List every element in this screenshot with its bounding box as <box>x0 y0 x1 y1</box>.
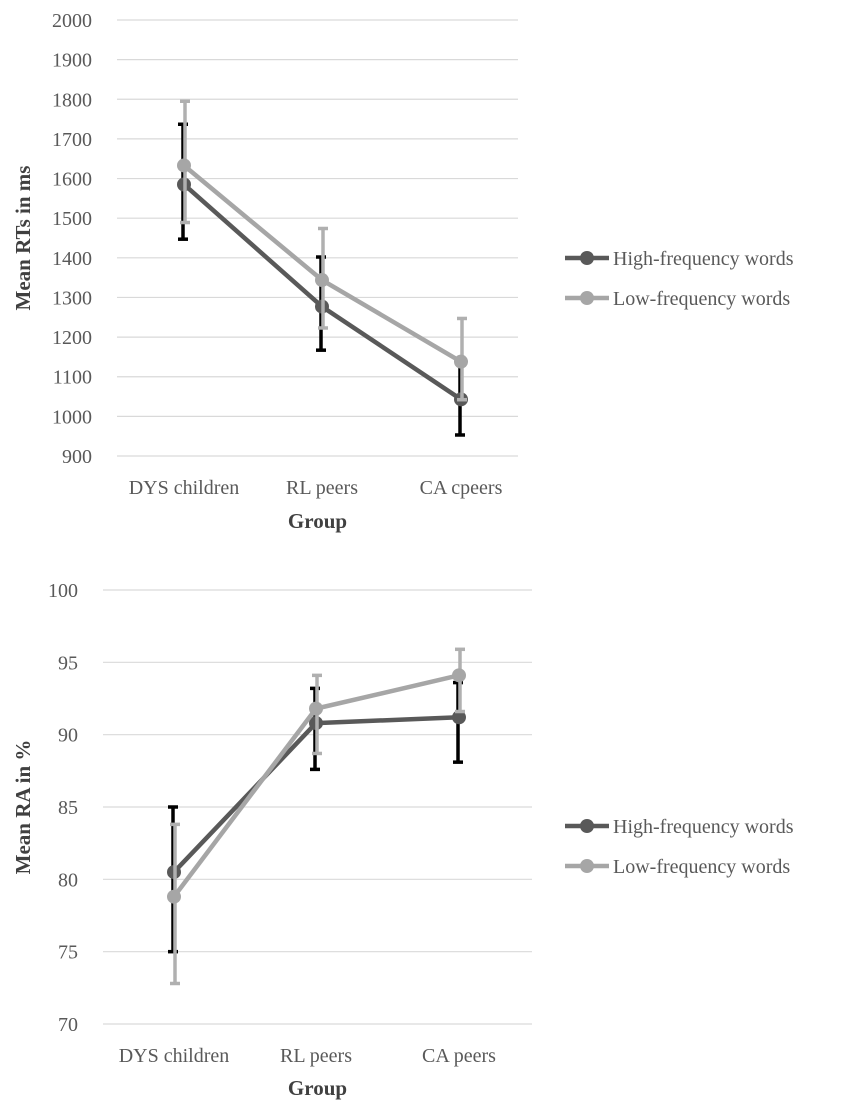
x-tick-label: CA cpeers <box>420 477 503 499</box>
series-2 <box>177 99 468 402</box>
y-tick-label: 900 <box>62 446 92 468</box>
y-tick-label: 1800 <box>52 89 92 111</box>
x-tick-label: CA peers <box>422 1045 496 1067</box>
x-tick-label: DYS children <box>119 1045 230 1067</box>
x-axis-title: Group <box>288 1076 347 1100</box>
y-tick-label: 1300 <box>52 287 92 309</box>
y-tick-label: 2000 <box>52 10 92 32</box>
y-tick-label: 100 <box>48 580 78 602</box>
y-tick-label: 95 <box>58 652 78 674</box>
chart-1: 900 1000 1100 1200 1300 1400 1500 1600 1700 1800 1… <box>11 10 794 533</box>
y-tick-label: 80 <box>58 869 78 891</box>
legend-label: Low-frequency words <box>613 288 790 310</box>
y-tick-label: 75 <box>58 942 78 964</box>
y-tick-label: 90 <box>58 725 78 747</box>
legend-marker <box>580 859 594 873</box>
legend-marker <box>580 819 594 833</box>
legend-label: Low-frequency words <box>613 856 790 878</box>
data-point <box>177 158 191 173</box>
y-tick-label: 1900 <box>52 50 92 72</box>
x-tick-label: DYS children <box>129 477 240 499</box>
y-axis-title: Mean RTs in ms <box>11 166 35 311</box>
legend: High-frequency words Low-frequency words <box>565 816 794 878</box>
y-tick-label: 1600 <box>52 169 92 191</box>
data-point <box>452 710 466 725</box>
y-tick-label: 1700 <box>52 129 92 151</box>
y-axis-title: Mean RA in % <box>11 740 35 875</box>
legend: High-frequency words Low-frequency words <box>565 248 794 310</box>
data-point <box>454 354 468 369</box>
y-tick-label: 70 <box>58 1014 78 1036</box>
y-tick-label: 1000 <box>52 406 92 428</box>
y-tick-label: 85 <box>58 797 78 819</box>
legend-marker <box>580 251 594 265</box>
legend-marker <box>580 291 594 305</box>
y-tick-label: 1200 <box>52 327 92 349</box>
legend-label: High-frequency words <box>613 248 794 270</box>
legend-label: High-frequency words <box>613 816 794 838</box>
data-point <box>452 668 466 683</box>
y-tick-label: 1500 <box>52 208 92 230</box>
chart-2: 70 75 80 85 90 95 100 DYS children RL peers CA pe… <box>11 580 794 1100</box>
x-tick-label: RL peers <box>286 477 358 499</box>
x-tick-label: RL peers <box>280 1045 352 1067</box>
series-2 <box>167 647 466 986</box>
data-point <box>315 273 329 288</box>
y-tick-label: 1100 <box>53 367 92 389</box>
x-axis-title: Group <box>288 509 347 533</box>
data-point <box>167 889 181 904</box>
y-tick-label: 1400 <box>52 248 92 270</box>
data-point <box>309 701 323 716</box>
